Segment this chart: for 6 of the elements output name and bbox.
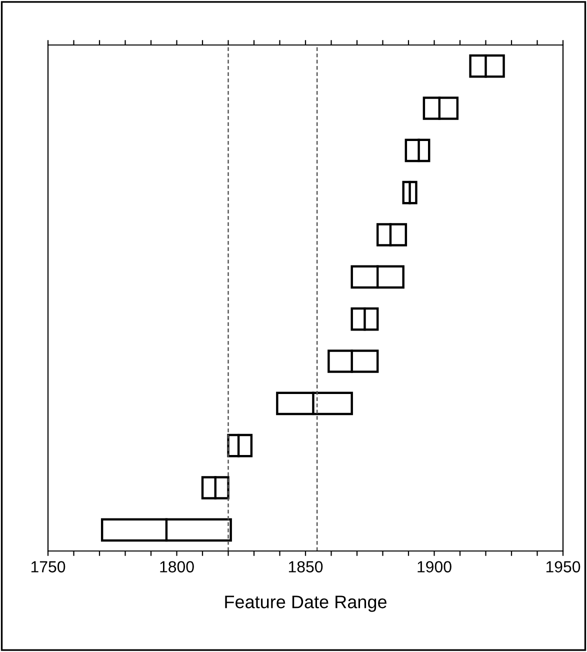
x-tick-label: 1750 [31,561,66,572]
x-axis-title: Feature Date Range [225,596,387,612]
x-tick-label: 1900 [418,561,452,572]
x-tick-label: 1800 [160,561,194,572]
x-tick-label: 1950 [546,561,580,572]
x-tick-label: 1850 [288,561,323,572]
